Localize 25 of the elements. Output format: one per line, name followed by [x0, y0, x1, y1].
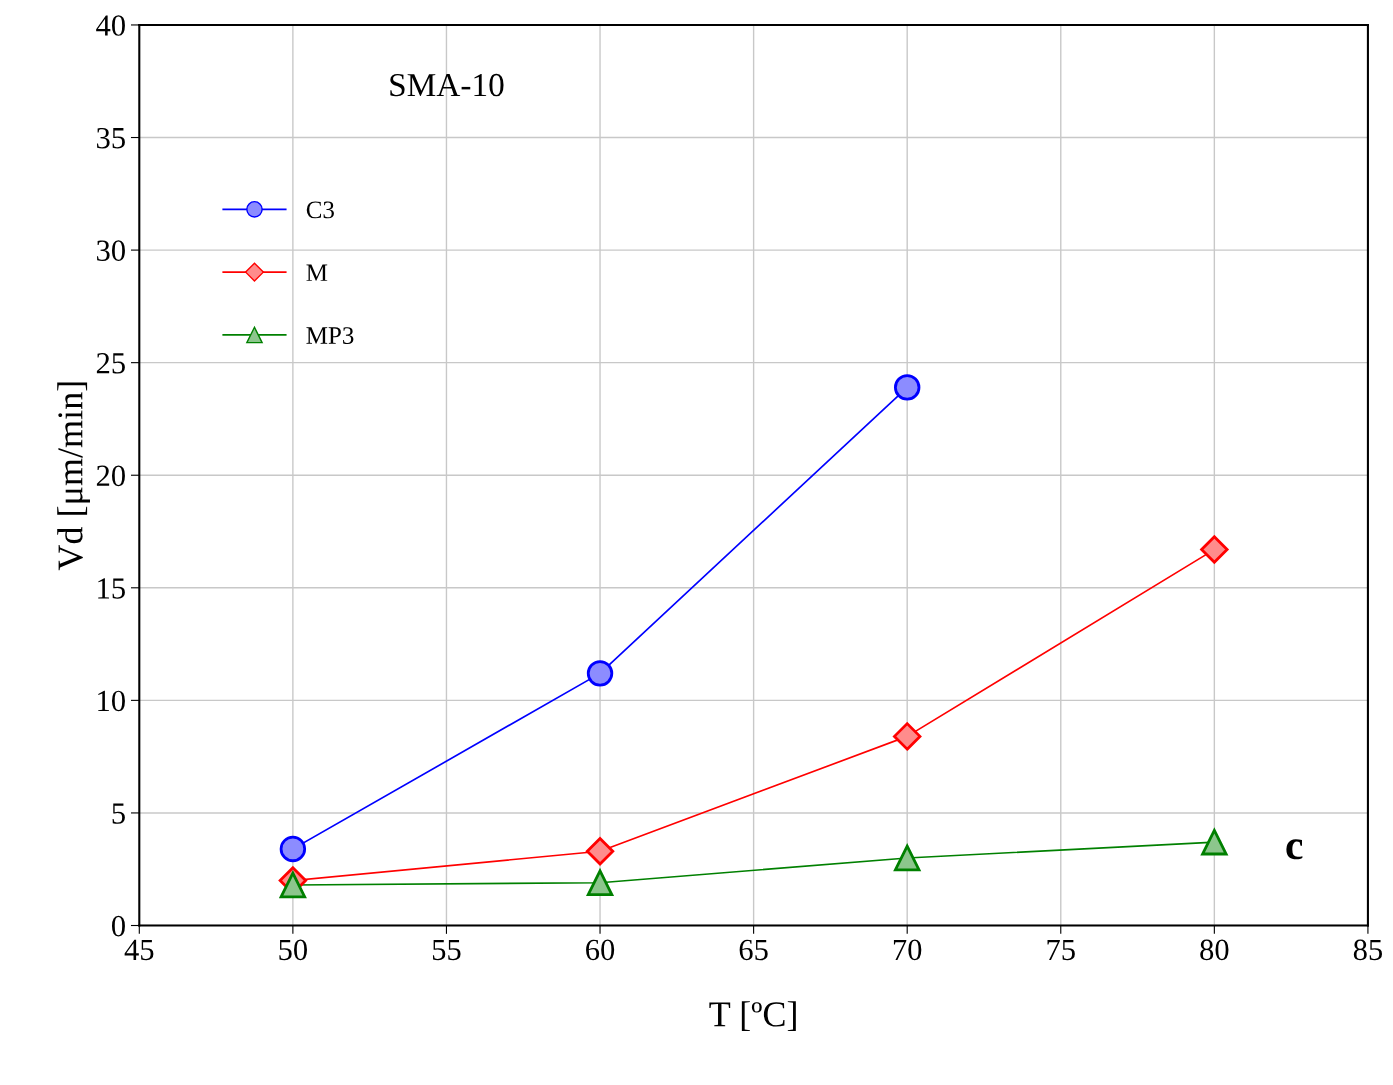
y-tick-label: 35: [97, 127, 125, 149]
x-tick-label: 75: [1047, 939, 1075, 961]
legend-label: M: [306, 264, 328, 281]
x-tick-label: 85: [1353, 939, 1383, 961]
y-tick-label: 15: [98, 578, 125, 599]
x-tick-label: 55: [432, 939, 461, 961]
legend-label: C3: [306, 201, 334, 219]
legend-label: MP3: [306, 327, 354, 344]
annotation: SMA-10: [390, 73, 504, 97]
y-tick-label: 10: [98, 690, 125, 712]
x-tick-label: 60: [586, 939, 615, 961]
x-tick-label: 80: [1200, 939, 1229, 961]
x-tick-label: 45: [124, 939, 154, 961]
y-tick-label: 5: [112, 803, 125, 824]
y-tick-label: 20: [96, 465, 125, 487]
annotation: c: [1286, 839, 1303, 860]
y-tick-label: 0: [111, 915, 125, 937]
y-axis-title: Vd [μm/min]: [57, 382, 90, 571]
x-tick-label: 50: [279, 939, 307, 961]
x-axis-title: T [ºC]: [709, 1001, 796, 1032]
x-tick-label: 65: [739, 939, 768, 961]
y-tick-label: 30: [97, 240, 125, 261]
x-tick-label: 70: [893, 939, 922, 961]
y-tick-label: 25: [96, 353, 125, 374]
y-tick-label: 40: [96, 15, 125, 36]
